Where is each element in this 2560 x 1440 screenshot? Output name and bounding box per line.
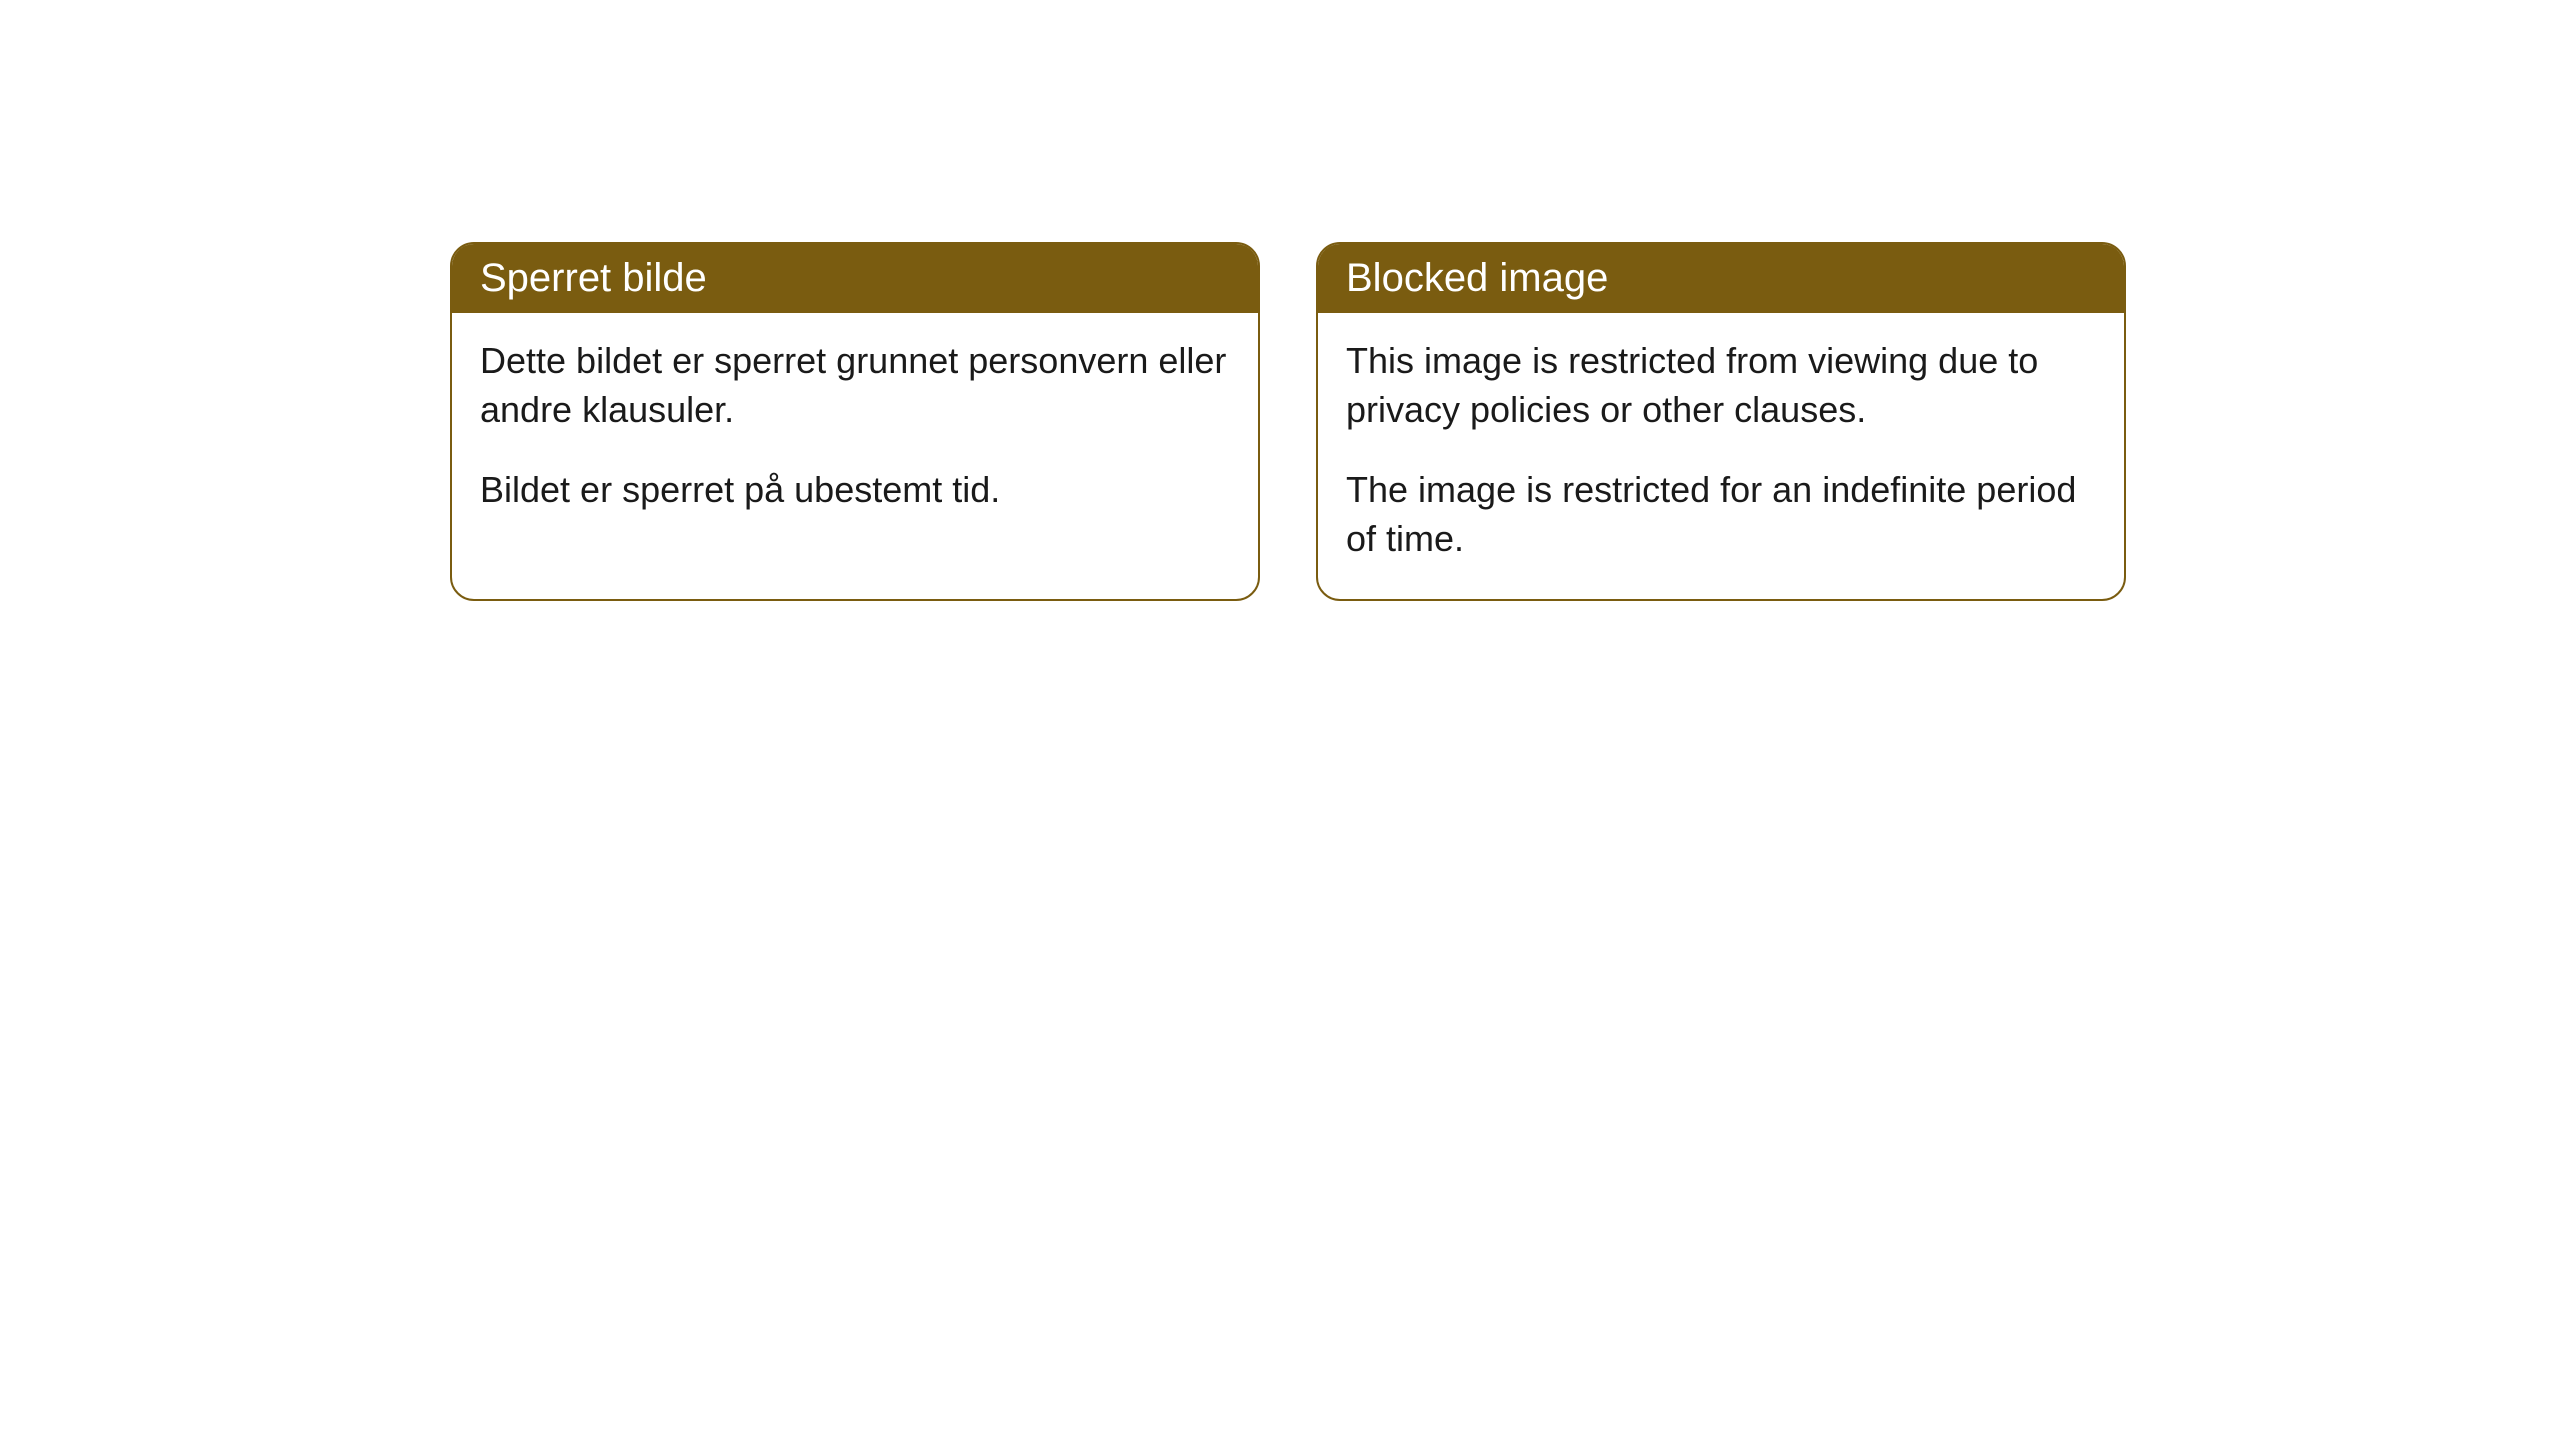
notice-title: Sperret bilde <box>480 256 707 300</box>
notice-paragraph: Bildet er sperret på ubestemt tid. <box>480 466 1230 515</box>
notice-paragraph: This image is restricted from viewing du… <box>1346 337 2096 434</box>
notice-header: Blocked image <box>1318 244 2124 313</box>
notice-body: This image is restricted from viewing du… <box>1318 313 2124 599</box>
notice-container: Sperret bilde Dette bildet er sperret gr… <box>450 242 2126 601</box>
notice-body: Dette bildet er sperret grunnet personve… <box>452 313 1258 551</box>
notice-card-norwegian: Sperret bilde Dette bildet er sperret gr… <box>450 242 1260 601</box>
notice-paragraph: Dette bildet er sperret grunnet personve… <box>480 337 1230 434</box>
notice-paragraph: The image is restricted for an indefinit… <box>1346 466 2096 563</box>
notice-title: Blocked image <box>1346 256 1608 300</box>
notice-header: Sperret bilde <box>452 244 1258 313</box>
notice-card-english: Blocked image This image is restricted f… <box>1316 242 2126 601</box>
